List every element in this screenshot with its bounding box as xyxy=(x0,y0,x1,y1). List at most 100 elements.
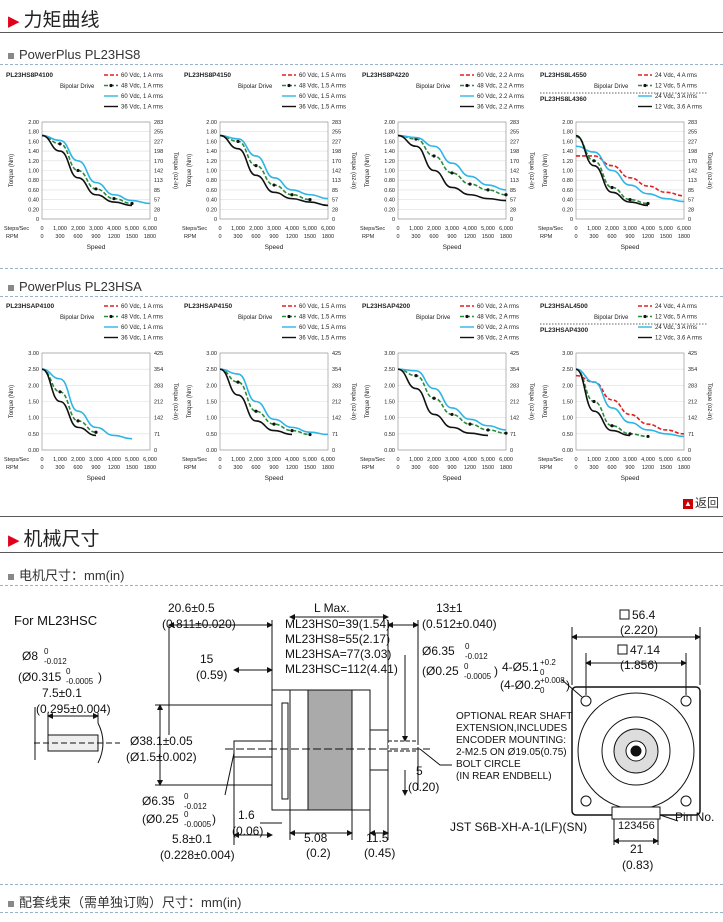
legend-label: 60 Vdc, 1 A rms xyxy=(121,94,163,100)
note-line: ENCODER MOUNTING: xyxy=(456,735,566,746)
x-tick-rpm: 1800 xyxy=(678,465,690,471)
y2-tick-label: 198 xyxy=(332,149,341,155)
pin-label: Pin No. xyxy=(675,810,714,824)
x-tick-steps: 1,000 xyxy=(587,457,601,463)
y2-tick-label: 85 xyxy=(510,188,516,194)
legend-marker xyxy=(109,83,113,88)
x-tick-steps: 1,000 xyxy=(409,457,423,463)
y2-tick-label: 198 xyxy=(510,149,519,155)
dim-15-in: (0.59) xyxy=(196,668,227,682)
series-line xyxy=(397,368,489,437)
mechanical-drawing: For ML23HSC Ø8 0 -0.012 (Ø0.315 0 -0.000… xyxy=(14,601,714,872)
dim-6-35b-in: (Ø0.25 xyxy=(422,664,459,678)
y-tick-label: 2.50 xyxy=(28,367,39,373)
x-tick-steps: 4,000 xyxy=(641,226,655,232)
back-link[interactable]: ▲ 返回 xyxy=(683,494,719,511)
y2-tick-label: 227 xyxy=(332,139,341,145)
y-tick-label: 2.50 xyxy=(384,367,395,373)
x-tick-steps: 3,000 xyxy=(267,457,281,463)
y-tick-label: 0 xyxy=(570,217,573,223)
y2-tick-label: 0 xyxy=(332,448,335,454)
series-point xyxy=(94,187,98,191)
series-point xyxy=(94,430,98,434)
series-point xyxy=(610,424,614,428)
x-axis-label: Speed xyxy=(621,475,640,482)
x-tick-steps: 4,000 xyxy=(463,457,477,463)
plot-frame xyxy=(41,352,151,451)
y2-tick-label: 57 xyxy=(154,198,160,204)
dim-5: 5 xyxy=(416,764,423,778)
legend-label: 24 Vdc, 4 A rms xyxy=(655,304,697,310)
x-tick-rpm: 300 xyxy=(233,465,242,471)
x-tick-rpm: 1200 xyxy=(108,234,120,240)
x-tick-steps: 3,000 xyxy=(267,226,281,232)
series-line xyxy=(41,368,97,437)
series-point xyxy=(646,201,650,206)
y2-tick-label: 227 xyxy=(510,139,519,145)
y-tick-label: 1.40 xyxy=(28,149,39,155)
y2-tick-label: 212 xyxy=(332,400,341,406)
y-tick-label: 0.20 xyxy=(562,207,573,213)
chart-title-2: PL23HS8L4360 xyxy=(540,96,587,103)
pin-numbers: 123456 xyxy=(618,820,655,832)
drive-label: Bipolar Drive xyxy=(594,315,629,321)
y-tick-label: 1.40 xyxy=(384,149,395,155)
y2-tick-label: 283 xyxy=(332,120,341,126)
dim-5-08-in: (0.2) xyxy=(306,846,331,860)
legend-label: 60 Vdc, 2.2 A rms xyxy=(477,73,524,79)
x-axis-steps-label: Steps/Sec xyxy=(538,457,563,463)
dim-11-5: 11.5 xyxy=(366,831,389,845)
y-tick-label: 1.00 xyxy=(206,169,217,175)
x-tick-steps: 0 xyxy=(574,226,577,232)
x-tick-steps: 4,000 xyxy=(107,226,121,232)
y-tick-label: 2.00 xyxy=(562,383,573,389)
series-point xyxy=(592,159,596,163)
y-tick-label: 0.40 xyxy=(28,198,39,204)
legend-marker xyxy=(465,83,469,88)
y-tick-label: 0.40 xyxy=(562,198,573,204)
x-tick-rpm: 0 xyxy=(40,465,43,471)
y2-axis-label: Torque (oz-in) xyxy=(706,383,712,420)
legend-label: 60 Vdc, 1.5 A rms xyxy=(299,73,346,79)
series-point xyxy=(236,380,240,384)
y-tick-label: 0.60 xyxy=(562,188,573,194)
torque-chart-1: PL23HS8P4100 Bipolar Drive 60 Vdc, 1 A rms… xyxy=(4,67,180,267)
y-tick-label: 1.00 xyxy=(28,169,39,175)
legend-label: 60 Vdc, 1.5 A rms xyxy=(299,304,346,310)
y2-tick-label: 0 xyxy=(154,217,157,223)
x-tick-steps: 6,000 xyxy=(321,457,335,463)
legend-label: 60 Vdc, 1.5 A rms xyxy=(299,325,346,331)
chart-title: PL23HS8P4100 xyxy=(6,72,53,79)
y-tick-label: 2.00 xyxy=(384,120,395,126)
series-point xyxy=(646,434,650,439)
y-tick-label: 0.50 xyxy=(384,432,395,438)
legend-marker xyxy=(643,314,647,319)
y2-tick-label: 212 xyxy=(154,400,163,406)
legend-label: 24 Vdc, 4 A rms xyxy=(655,73,697,79)
y-tick-label: 1.80 xyxy=(28,130,39,136)
x-tick-rpm: 900 xyxy=(91,465,100,471)
y-tick-label: 2.00 xyxy=(206,383,217,389)
y2-axis-label: Torque (oz-in) xyxy=(172,383,178,420)
x-axis-rpm-label: RPM xyxy=(540,465,553,471)
x-tick-steps: 4,000 xyxy=(641,457,655,463)
note-line: BOLT CIRCLE xyxy=(456,759,521,770)
x-axis-label: Speed xyxy=(87,475,106,482)
legend-label: 48 Vdc, 2 A rms xyxy=(477,315,519,321)
legend-label: 48 Vdc, 1.5 A rms xyxy=(299,315,346,321)
y-axis-label: Torque (Nm) xyxy=(187,385,193,418)
x-axis-label: Speed xyxy=(621,244,640,251)
dim-5-8-in: (0.228±0.004) xyxy=(160,848,235,862)
y2-tick-label: 170 xyxy=(688,159,697,165)
x-tick-steps: 2,000 xyxy=(71,226,85,232)
y2-tick-label: 212 xyxy=(688,400,697,406)
series-line xyxy=(219,368,329,436)
x-tick-rpm: 1500 xyxy=(482,234,494,240)
dim-tol: 0 xyxy=(465,642,470,651)
plot-frame xyxy=(219,121,329,220)
y-tick-label: 2.00 xyxy=(562,120,573,126)
series-point xyxy=(254,164,258,168)
x-tick-steps: 3,000 xyxy=(89,226,103,232)
y-tick-label: 1.00 xyxy=(206,416,217,422)
x-tick-rpm: 1200 xyxy=(286,465,298,471)
